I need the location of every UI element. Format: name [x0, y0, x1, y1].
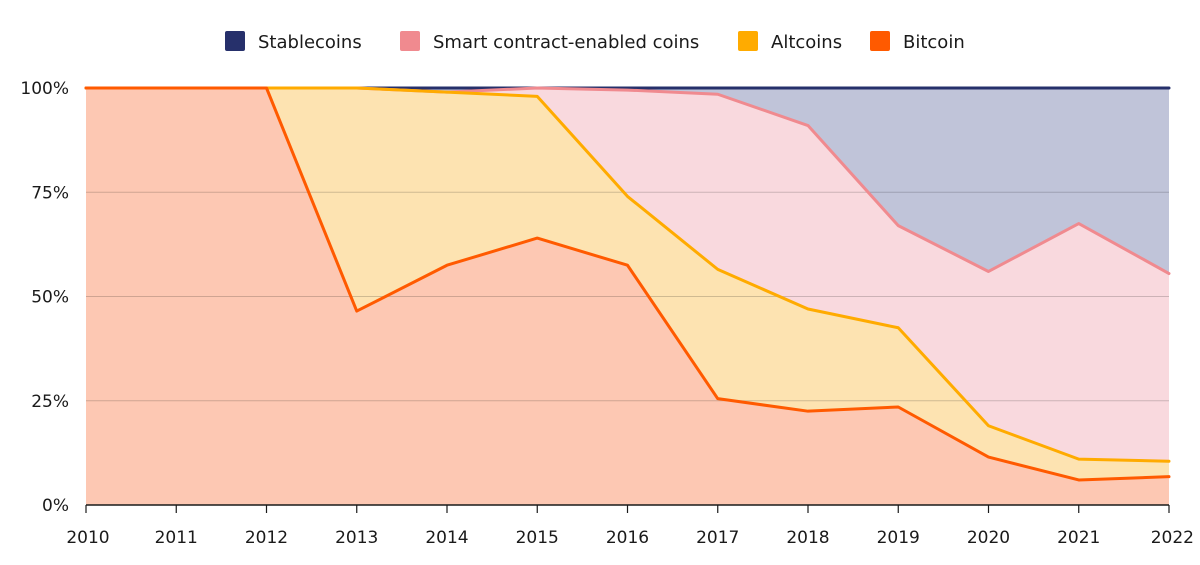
y-tick-label: 50% [31, 288, 69, 308]
legend: Stablecoins Smart contract-enabled coins A… [225, 31, 965, 53]
legend-swatch-smart-contract-enabled-coins [400, 31, 420, 51]
legend-label: Smart contract-enabled coins [433, 32, 699, 53]
y-tick-label: 0% [42, 496, 69, 516]
area-smart-contract-enabled-coins [86, 88, 1169, 462]
y-tick-label: 25% [31, 392, 69, 412]
series-areas [86, 88, 1169, 505]
x-tick-label: 2017 [696, 528, 739, 548]
line-bitcoin [84, 86, 1171, 482]
x-tick-label: 2016 [606, 528, 649, 548]
legend-swatch-stablecoins [225, 31, 245, 51]
x-tick-label: 2018 [786, 528, 829, 548]
series-lines [84, 86, 1171, 482]
x-tick-label: 2019 [877, 528, 920, 548]
x-tick-label: 2022 [1151, 528, 1194, 548]
x-tick-label: 2011 [155, 528, 198, 548]
legend-label: Stablecoins [258, 32, 362, 53]
x-tick-label: 2014 [425, 528, 468, 548]
legend-swatch-altcoins [738, 31, 758, 51]
area-stablecoins [86, 88, 1169, 274]
x-tick-label: 2013 [335, 528, 378, 548]
x-tick-label: 2012 [245, 528, 288, 548]
y-tick-label: 100% [20, 79, 69, 99]
area-bitcoin [86, 88, 1169, 505]
y-tick-label: 75% [31, 183, 69, 203]
area-altcoins [86, 88, 1169, 480]
x-tick-label: 2020 [967, 528, 1010, 548]
legend-label: Bitcoin [903, 32, 965, 53]
legend-label: Altcoins [771, 32, 842, 53]
legend-swatch-bitcoin [870, 31, 890, 51]
x-tick-label: 2010 [66, 528, 109, 548]
x-tick-label: 2021 [1057, 528, 1100, 548]
axes: 0% 25% 50% 75% 100% 2010 2011 2012 2013 2014 2015 2… [20, 79, 1194, 548]
x-tick-label: 2015 [516, 528, 559, 548]
